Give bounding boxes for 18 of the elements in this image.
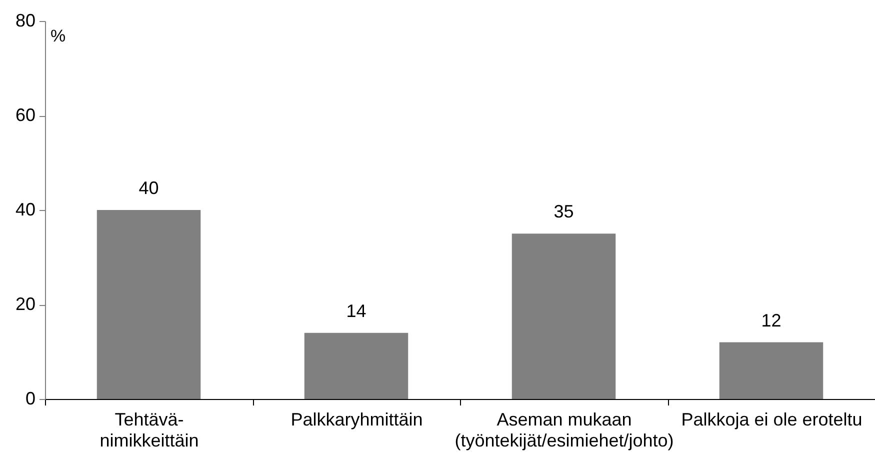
bar — [719, 342, 824, 399]
data-label: 14 — [346, 300, 366, 321]
y-tick-label: 40 — [15, 200, 36, 220]
y-tick-label: 20 — [15, 294, 36, 314]
y-tick-label: 80 — [15, 10, 36, 30]
data-label: 40 — [138, 178, 159, 198]
x-tick-label: Palkkaryhmittäin — [290, 410, 423, 430]
x-tick-label: Tehtävä- nimikkeittäin — [100, 410, 199, 450]
data-label: 35 — [554, 202, 574, 222]
x-tick-label: Aseman mukaan (työntekijät/esimiehet/johto) — [454, 410, 674, 450]
y-axis-title: % — [50, 26, 66, 46]
bar — [304, 332, 408, 399]
bar — [512, 234, 616, 399]
x-tick-label: Palkkoja ei ole eroteltu — [681, 410, 862, 430]
bar — [96, 210, 201, 399]
y-tick-label: 0 — [25, 388, 36, 408]
data-label: 12 — [761, 310, 782, 330]
y-tick-label: 60 — [15, 105, 36, 125]
